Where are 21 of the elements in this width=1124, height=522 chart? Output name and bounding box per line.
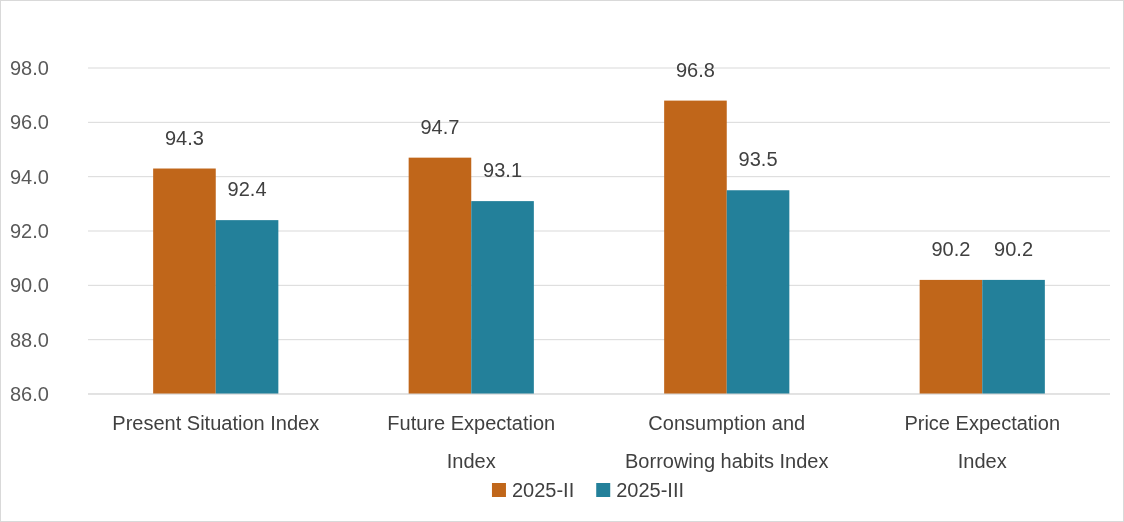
y-tick-label: 92.0 [10,220,49,242]
y-tick-label: 86.0 [10,383,49,405]
x-tick-label: Consumption and Borrowing habits Index [625,412,829,472]
y-tick-label: 90.0 [10,274,49,297]
data-label: 96.8 [675,58,715,81]
y-tick-label: 96.0 [10,111,49,134]
legend-label: 2025-II [511,479,575,501]
y-tick-label: 88.0 [10,328,49,351]
y-tick-label: 98.0 [10,57,49,79]
data-label: 90.2 [994,237,1034,260]
data-label: 92.4 [227,178,267,201]
data-label: 94.7 [420,115,460,138]
data-label: 90.2 [931,237,971,260]
x-tick-label: Price Expectation Index [904,412,1061,472]
data-label: 93.1 [483,159,523,182]
y-tick-label: 94.0 [10,165,49,188]
data-label: 94.3 [164,126,204,149]
legend-label: 2025-III [616,479,685,501]
x-tick-label: Future Expectation Index [387,412,556,472]
data-label: 93.5 [738,148,778,171]
x-tick-label: Present Situation Index [112,412,320,434]
